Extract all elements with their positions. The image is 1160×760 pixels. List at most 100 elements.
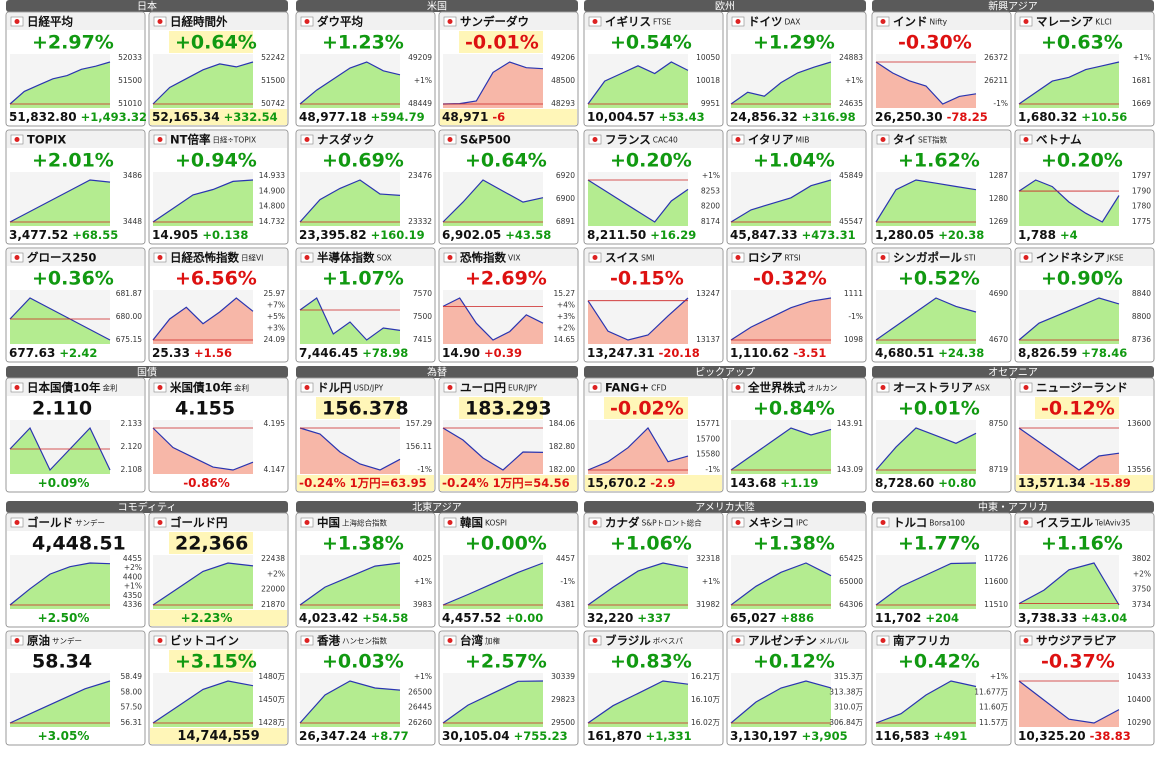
bottom-row <box>440 728 577 744</box>
section-title: 為替 <box>427 366 447 379</box>
flag-mark <box>592 385 598 390</box>
price: 7,446.45 <box>299 346 358 360</box>
market-tile: S&P500 6920 6900 6891 +0.64% 6,902.05 +43.58 <box>438 129 579 245</box>
axis-label: 3750 <box>1132 585 1151 594</box>
spark-line <box>730 179 832 223</box>
market-tile: シンガポール STI 4690 4670 +0.52% 4,680.51 +24.38 <box>871 247 1012 363</box>
tile-name: ビットコイン <box>170 634 239 648</box>
tile-name: 全世界株式 <box>747 381 806 395</box>
spark-area <box>731 180 831 226</box>
big-figure: +0.03% <box>322 651 404 673</box>
price: 11,702 <box>875 611 921 625</box>
market-tile: サンデーダウ 49206 48500 48293 -0.01% 48,971 -6 <box>438 11 579 127</box>
axis-label: 143.91 <box>837 419 863 428</box>
axis-label: 2.133 <box>121 419 143 428</box>
tile-name: メキシコ <box>748 516 794 530</box>
big-figure: +0.69% <box>322 150 404 172</box>
price: 13,247.31 <box>587 346 655 360</box>
axis-label: 30339 <box>551 672 575 681</box>
big-figure: +1.07% <box>322 268 404 290</box>
tile-subname: 日経÷TOPIX <box>212 135 256 145</box>
market-tile: イスラエル TelAviv35 3802 +2% 3750 3734 +1.16% 3,738… <box>1014 512 1155 628</box>
spark-area <box>300 62 400 108</box>
tile-header <box>440 379 577 396</box>
spark-line <box>587 680 689 724</box>
flag-mark <box>304 19 310 24</box>
spark-area <box>153 180 253 226</box>
axis-label: 8200 <box>701 202 720 211</box>
axis-label: 10018 <box>696 76 720 85</box>
flag-mark <box>304 638 310 643</box>
big-figure: 156.378 <box>322 398 409 420</box>
bottom-row <box>150 345 287 361</box>
tile-header <box>585 514 722 531</box>
axis-label: 11.677万 <box>974 687 1008 696</box>
price: 143.68 <box>730 476 776 490</box>
axis-label: 13600 <box>1127 419 1151 428</box>
big-figure: +1.04% <box>753 150 835 172</box>
tile-name: イギリス <box>605 15 651 29</box>
market-tile: 日本国債10年 金利 2.133 2.120 2.108 2.110 +0.09% <box>5 377 146 493</box>
spark-area <box>731 563 831 609</box>
axis-label: +1% <box>845 76 863 85</box>
market-tile: インド Nifty 26372 26211 -1% -0.30% 26,250.30 -78.… <box>871 11 1012 127</box>
tile-header <box>297 379 434 396</box>
axis-label: 22000 <box>261 585 285 594</box>
market-tile: 全世界株式 オルカン 143.91 143.09 +0.84% 143.68 +1.19 <box>726 377 867 493</box>
market-tile: タイ SET指数 1287 1280 1269 +1.62% 1,280.05 +20.38 <box>871 129 1012 245</box>
spark-area <box>153 681 253 727</box>
axis-label: 29500 <box>551 718 575 727</box>
axis-label: +1% <box>414 76 432 85</box>
price: 10,004.57 <box>587 110 655 124</box>
change: +3.05% <box>38 729 90 743</box>
flag-mark <box>447 638 453 643</box>
spark-line <box>442 427 544 471</box>
axis-label: 11510 <box>984 600 1008 609</box>
axis-label: +1% <box>702 171 720 180</box>
flag-mark <box>592 19 598 24</box>
bottom-row <box>873 610 1010 626</box>
spark-area <box>300 298 400 344</box>
tile-subname: IPC <box>796 519 808 528</box>
market-tile: 台湾 加権 30339 29823 29500 +2.57% 30,105.04 +755.2… <box>438 630 579 746</box>
bottom-row <box>1016 475 1153 491</box>
flag-mark <box>304 137 310 142</box>
tile-name: TOPIX <box>27 133 66 147</box>
price: 1,110.62 <box>730 346 789 360</box>
axis-label: 14.732 <box>259 217 285 226</box>
spark-line <box>1018 680 1120 724</box>
tile-name: タイ <box>893 133 916 147</box>
price: 23,395.82 <box>299 228 367 242</box>
big-figure: -0.01% <box>465 32 539 54</box>
change: 1万円=54.56 <box>493 476 570 490</box>
change: +755.23 <box>514 729 568 743</box>
tile-subname: KOSPI <box>485 519 507 528</box>
spark-area <box>1019 563 1119 609</box>
axis-label: 48293 <box>551 99 575 108</box>
market-tile: ベトナム 1797 1790 1780 1775 +0.20% 1,788 +4 <box>1014 129 1155 245</box>
flag-mark <box>880 638 886 643</box>
market-tile: インドネシア JKSE 8840 8800 8736 +0.90% 8,826.59 +78.… <box>1014 247 1155 363</box>
section-header <box>872 0 1154 12</box>
big-figure: +1.23% <box>322 32 404 54</box>
market-tile: 日経恐怖指数 日経VI 25.97 +7% +5% +3% 24.09 +6.56% 25.33… <box>148 247 289 363</box>
tile-header <box>1016 379 1153 396</box>
axis-label: 13137 <box>696 335 720 344</box>
axis-label: 1780 <box>1132 202 1151 211</box>
big-figure: +0.84% <box>753 398 835 420</box>
price: 1,788 <box>1018 228 1056 242</box>
flag-mark <box>447 520 453 525</box>
axis-label: +7% <box>267 301 285 310</box>
axis-label: 8800 <box>1132 312 1151 321</box>
axis-label: 1111 <box>844 289 863 298</box>
change: +886 <box>780 611 814 625</box>
axis-label: 11.60万 <box>979 703 1008 712</box>
big-figure: +0.20% <box>1041 150 1123 172</box>
spark-area <box>153 298 253 344</box>
flag-mark <box>735 520 741 525</box>
change: +24.38 <box>938 346 984 360</box>
axis-label: 26500 <box>408 687 432 696</box>
spark-area <box>731 62 831 108</box>
market-tile: ダウ平均 49209 +1% 48449 +1.23% 48,977.18 +594.79 <box>295 11 436 127</box>
